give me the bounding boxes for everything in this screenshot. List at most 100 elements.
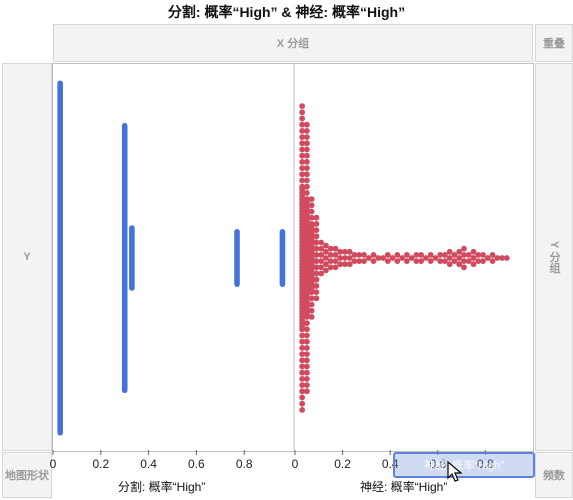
neural-point (437, 252, 444, 258)
neural-point (304, 314, 310, 320)
neural-point (465, 252, 472, 258)
neural-point (304, 369, 310, 376)
neural-point (475, 252, 482, 258)
neural-point (304, 227, 310, 234)
neural-point (318, 252, 325, 258)
neural-point (413, 258, 420, 264)
neural-point (299, 171, 306, 178)
y-group-label: Y 分组 (548, 240, 560, 274)
neural-point (308, 221, 315, 227)
neural-point (304, 165, 310, 172)
neural-point (304, 270, 310, 277)
neural-point (318, 239, 325, 246)
neural-point (461, 264, 467, 271)
neural-point (299, 239, 306, 246)
neural-point (304, 301, 310, 308)
neural-point (299, 233, 306, 240)
neural-point (446, 255, 453, 261)
neural-point (408, 255, 415, 261)
neural-point (480, 258, 486, 264)
neural-point (318, 270, 325, 277)
neural-point (299, 214, 306, 221)
neural-point (299, 221, 306, 227)
neural-point (299, 314, 306, 320)
neural-point (304, 264, 310, 271)
neural-point (384, 258, 391, 264)
neural-point (299, 134, 306, 141)
neural-point (304, 190, 310, 196)
neural-point (323, 242, 329, 249)
neural-point (332, 264, 339, 271)
neural-point (446, 248, 453, 255)
neural-point (346, 261, 353, 268)
neural-point (313, 264, 320, 271)
neural-point (304, 283, 310, 289)
neural-point (308, 227, 315, 234)
neural-point (313, 214, 320, 221)
neural-point (304, 171, 310, 178)
freq-zone[interactable]: 频数 (535, 452, 573, 498)
neural-point (304, 338, 310, 345)
neural-point (308, 214, 315, 221)
neural-point (299, 140, 306, 147)
neural-point (380, 255, 386, 261)
neural-point (313, 295, 320, 302)
neural-point (299, 351, 306, 357)
neural-point (480, 252, 486, 258)
neural-point (304, 134, 310, 141)
neural-point (308, 208, 315, 215)
neural-point (308, 264, 315, 271)
x-axis-label-neural: 神经: 概率“High” (360, 480, 448, 494)
neural-point (442, 258, 448, 264)
neural-point (304, 233, 310, 240)
neural-point (299, 332, 306, 339)
neural-point (299, 208, 306, 215)
neural-point (489, 258, 496, 264)
neural-point (489, 252, 496, 258)
neural-point (299, 301, 306, 308)
neural-point (308, 233, 315, 240)
neural-point (427, 252, 434, 258)
neural-point (299, 320, 306, 326)
neural-point (308, 258, 315, 264)
neural-point (299, 326, 306, 333)
neural-point (413, 252, 420, 258)
neural-point (308, 252, 315, 258)
neural-point (299, 270, 306, 277)
neural-point (323, 261, 329, 268)
neural-point (375, 255, 382, 261)
neural-point (394, 252, 401, 258)
neural-point (299, 400, 306, 407)
neural-point (304, 196, 310, 203)
drag-preview-text: 神经: 概率“High” (423, 460, 505, 472)
neural-point (318, 264, 325, 271)
neural-point (304, 183, 310, 190)
x-tick-label-neural: 0 (292, 457, 299, 471)
neural-point (299, 152, 306, 159)
neural-point (299, 146, 306, 153)
neural-point (299, 115, 306, 122)
neural-point (299, 283, 306, 289)
neural-point (403, 258, 410, 264)
x-tick-label-split: 0.6 (188, 457, 205, 471)
neural-point (461, 252, 467, 258)
neural-point (337, 255, 344, 261)
neural-point (465, 258, 472, 264)
neural-point (299, 382, 306, 388)
neural-point (299, 407, 306, 413)
map-shape-zone[interactable]: 地图形状 (2, 452, 52, 498)
neural-point (342, 248, 348, 255)
x-tick-label-split: 0 (50, 457, 57, 471)
neural-point (418, 258, 425, 264)
neural-point (356, 252, 363, 258)
x-group-zone[interactable]: X 分组 (53, 24, 533, 62)
neural-point (304, 121, 310, 128)
neural-point (456, 255, 463, 261)
neural-point (304, 289, 310, 295)
neural-point (365, 255, 372, 261)
split-point-column (57, 80, 63, 436)
y-label: Y (23, 251, 31, 263)
y-zone[interactable]: Y (2, 63, 52, 451)
neural-point (451, 252, 458, 258)
